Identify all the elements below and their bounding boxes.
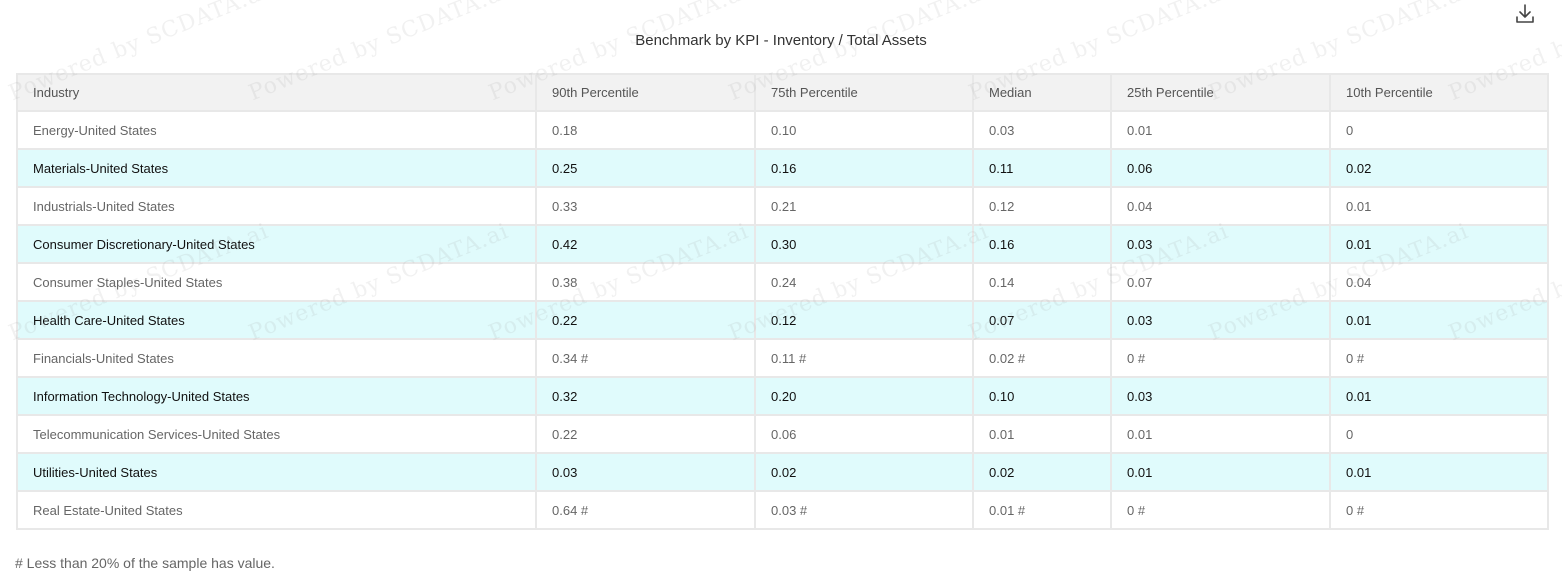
p10-cell: 0 # [1329, 338, 1549, 378]
p90-cell: 0.64 # [535, 490, 756, 530]
p90-cell: 0.22 [535, 414, 756, 454]
table-row: Utilities-United States 0.03 0.02 0.02 0… [16, 452, 1549, 492]
median-cell: 0.02 # [972, 338, 1112, 378]
p10-cell: 0 [1329, 110, 1549, 150]
column-header-p10[interactable]: 10th Percentile [1329, 73, 1549, 112]
industry-cell: Real Estate-United States [16, 490, 537, 530]
p75-cell: 0.06 [754, 414, 974, 454]
industry-cell: Energy-United States [16, 110, 537, 150]
median-cell: 0.10 [972, 376, 1112, 416]
median-cell: 0.12 [972, 186, 1112, 226]
p25-cell: 0 # [1110, 490, 1331, 530]
p90-cell: 0.25 [535, 148, 756, 188]
industry-cell: Telecommunication Services-United States [16, 414, 537, 454]
column-header-median[interactable]: Median [972, 73, 1112, 112]
median-cell: 0.07 [972, 300, 1112, 340]
p25-cell: 0.04 [1110, 186, 1331, 226]
table-row: Industrials-United States 0.33 0.21 0.12… [16, 186, 1549, 226]
p25-cell: 0.01 [1110, 452, 1331, 492]
median-cell: 0.01 [972, 414, 1112, 454]
industry-cell: Health Care-United States [16, 300, 537, 340]
p90-cell: 0.18 [535, 110, 756, 150]
table-row: Real Estate-United States 0.64 # 0.03 # … [16, 490, 1549, 530]
industry-cell: Industrials-United States [16, 186, 537, 226]
median-cell: 0.11 [972, 148, 1112, 188]
p75-cell: 0.11 # [754, 338, 974, 378]
p75-cell: 0.10 [754, 110, 974, 150]
median-cell: 0.14 [972, 262, 1112, 302]
chart-title: Benchmark by KPI - Inventory / Total Ass… [635, 32, 927, 49]
footnote: # Less than 20% of the sample has value. [15, 555, 275, 571]
p25-cell: 0.03 [1110, 376, 1331, 416]
p10-cell: 0.02 [1329, 148, 1549, 188]
industry-cell: Materials-United States [16, 148, 537, 188]
industry-cell: Consumer Discretionary-United States [16, 224, 537, 264]
p75-cell: 0.30 [754, 224, 974, 264]
p10-cell: 0.01 [1329, 224, 1549, 264]
industry-cell: Information Technology-United States [16, 376, 537, 416]
p25-cell: 0.01 [1110, 110, 1331, 150]
p10-cell: 0 [1329, 414, 1549, 454]
column-header-p75[interactable]: 75th Percentile [754, 73, 974, 112]
p10-cell: 0.04 [1329, 262, 1549, 302]
median-cell: 0.01 # [972, 490, 1112, 530]
p25-cell: 0.07 [1110, 262, 1331, 302]
p90-cell: 0.22 [535, 300, 756, 340]
industry-cell: Utilities-United States [16, 452, 537, 492]
p75-cell: 0.20 [754, 376, 974, 416]
p10-cell: 0 # [1329, 490, 1549, 530]
table-row: Health Care-United States 0.22 0.12 0.07… [16, 300, 1549, 340]
p90-cell: 0.33 [535, 186, 756, 226]
table-row: Materials-United States 0.25 0.16 0.11 0… [16, 148, 1549, 188]
p25-cell: 0 # [1110, 338, 1331, 378]
p25-cell: 0.06 [1110, 148, 1331, 188]
median-cell: 0.03 [972, 110, 1112, 150]
p25-cell: 0.01 [1110, 414, 1331, 454]
p90-cell: 0.03 [535, 452, 756, 492]
p10-cell: 0.01 [1329, 186, 1549, 226]
download-icon [1516, 4, 1534, 23]
p25-cell: 0.03 [1110, 224, 1331, 264]
table-row: Telecommunication Services-United States… [16, 414, 1549, 454]
p75-cell: 0.21 [754, 186, 974, 226]
p90-cell: 0.32 [535, 376, 756, 416]
p75-cell: 0.12 [754, 300, 974, 340]
p10-cell: 0.01 [1329, 376, 1549, 416]
p10-cell: 0.01 [1329, 300, 1549, 340]
p75-cell: 0.24 [754, 262, 974, 302]
table-row: Information Technology-United States 0.3… [16, 376, 1549, 416]
p75-cell: 0.03 # [754, 490, 974, 530]
download-button[interactable] [1513, 2, 1537, 26]
industry-cell: Financials-United States [16, 338, 537, 378]
table-row: Financials-United States 0.34 # 0.11 # 0… [16, 338, 1549, 378]
benchmark-table: Industry 90th Percentile 75th Percentile… [16, 73, 1549, 530]
p75-cell: 0.02 [754, 452, 974, 492]
p10-cell: 0.01 [1329, 452, 1549, 492]
industry-cell: Consumer Staples-United States [16, 262, 537, 302]
column-header-industry[interactable]: Industry [16, 73, 537, 112]
p90-cell: 0.42 [535, 224, 756, 264]
table-header-row: Industry 90th Percentile 75th Percentile… [16, 73, 1549, 112]
p75-cell: 0.16 [754, 148, 974, 188]
table-row: Consumer Staples-United States 0.38 0.24… [16, 262, 1549, 302]
column-header-p25[interactable]: 25th Percentile [1110, 73, 1331, 112]
column-header-p90[interactable]: 90th Percentile [535, 73, 756, 112]
table-row: Consumer Discretionary-United States 0.4… [16, 224, 1549, 264]
median-cell: 0.16 [972, 224, 1112, 264]
median-cell: 0.02 [972, 452, 1112, 492]
p90-cell: 0.34 # [535, 338, 756, 378]
table-row: Energy-United States 0.18 0.10 0.03 0.01… [16, 110, 1549, 150]
p90-cell: 0.38 [535, 262, 756, 302]
p25-cell: 0.03 [1110, 300, 1331, 340]
